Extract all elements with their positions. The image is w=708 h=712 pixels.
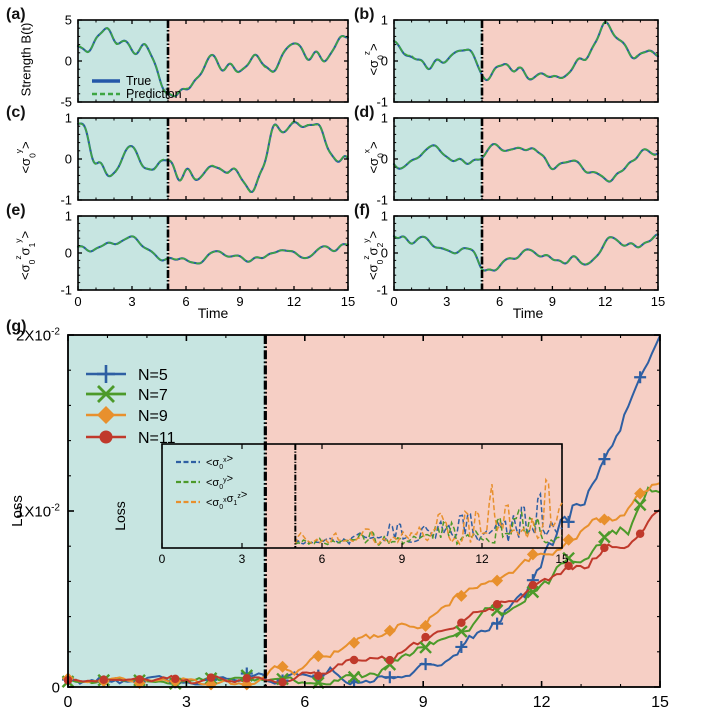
svg-text:N=5: N=5	[138, 367, 168, 384]
svg-text:0: 0	[65, 152, 72, 167]
svg-text:3: 3	[182, 694, 191, 707]
svg-text:2X10-2: 2X10-2	[16, 327, 60, 345]
svg-text:6: 6	[300, 694, 309, 707]
svg-text:0: 0	[65, 246, 72, 261]
svg-text:0: 0	[52, 680, 60, 697]
svg-text:N=11: N=11	[138, 430, 176, 447]
svg-text:N=7: N=7	[138, 387, 168, 404]
svg-text:12: 12	[533, 694, 551, 707]
svg-text:True: True	[126, 74, 151, 88]
svg-text:3: 3	[239, 552, 246, 566]
svg-text:0: 0	[159, 552, 166, 566]
svg-text:N=9: N=9	[138, 408, 168, 425]
svg-text:15: 15	[555, 552, 569, 566]
svg-text:9: 9	[399, 552, 406, 566]
svg-text:9: 9	[419, 694, 428, 707]
svg-text:Prediction: Prediction	[126, 87, 182, 101]
svg-text:6: 6	[319, 552, 326, 566]
svg-text:12: 12	[475, 552, 489, 566]
svg-text:-1: -1	[60, 193, 72, 207]
svg-text:Loss: Loss	[9, 495, 26, 527]
svg-text:-1: -1	[60, 283, 72, 298]
svg-text:1: 1	[65, 209, 72, 224]
svg-text:Loss: Loss	[112, 501, 128, 531]
svg-text:15: 15	[651, 694, 669, 707]
svg-text:0: 0	[64, 694, 73, 707]
